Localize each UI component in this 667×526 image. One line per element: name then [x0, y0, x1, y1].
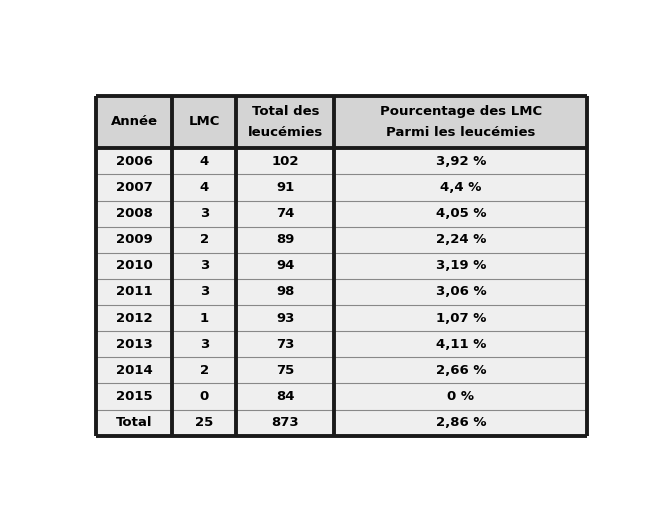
Text: 25: 25	[195, 416, 213, 429]
Bar	[172, 96, 236, 148]
Bar	[236, 253, 334, 279]
Bar	[236, 227, 334, 253]
Text: 4: 4	[199, 155, 209, 168]
Bar	[172, 410, 236, 436]
Text: 75: 75	[276, 364, 295, 377]
Text: Total des: Total des	[251, 105, 319, 118]
Bar	[334, 200, 588, 227]
Text: 2,66 %: 2,66 %	[436, 364, 486, 377]
Text: 2008: 2008	[116, 207, 153, 220]
Text: 1,07 %: 1,07 %	[436, 311, 486, 325]
Bar	[96, 148, 172, 175]
Text: 2007: 2007	[116, 181, 153, 194]
Text: 0 %: 0 %	[448, 390, 474, 403]
Text: 84: 84	[276, 390, 295, 403]
Text: 2014: 2014	[116, 364, 153, 377]
Text: 91: 91	[276, 181, 295, 194]
Bar	[172, 305, 236, 331]
Text: 1: 1	[200, 311, 209, 325]
Bar	[172, 175, 236, 200]
Bar	[96, 175, 172, 200]
Bar	[236, 200, 334, 227]
Text: 3: 3	[199, 338, 209, 351]
Bar	[96, 253, 172, 279]
Text: Année: Année	[111, 115, 158, 128]
Bar	[334, 253, 588, 279]
Text: 2010: 2010	[116, 259, 153, 272]
Bar	[334, 331, 588, 357]
Bar	[96, 200, 172, 227]
Bar	[236, 383, 334, 410]
Bar	[96, 227, 172, 253]
Bar	[334, 383, 588, 410]
Text: 3,06 %: 3,06 %	[436, 286, 486, 298]
Bar	[334, 227, 588, 253]
Bar	[172, 253, 236, 279]
Text: leucémies: leucémies	[247, 126, 323, 138]
Text: 4,11 %: 4,11 %	[436, 338, 486, 351]
Bar	[236, 331, 334, 357]
Text: 3,92 %: 3,92 %	[436, 155, 486, 168]
Text: 2,86 %: 2,86 %	[436, 416, 486, 429]
Bar	[236, 148, 334, 175]
Text: 73: 73	[276, 338, 295, 351]
Text: 89: 89	[276, 233, 295, 246]
Text: 2006: 2006	[116, 155, 153, 168]
Bar	[334, 410, 588, 436]
Bar	[172, 200, 236, 227]
Text: 102: 102	[271, 155, 299, 168]
Bar	[334, 96, 588, 148]
Text: 2013: 2013	[116, 338, 153, 351]
Bar	[172, 331, 236, 357]
Text: 2: 2	[200, 364, 209, 377]
Bar	[236, 410, 334, 436]
Text: 2009: 2009	[116, 233, 153, 246]
Text: 3: 3	[199, 286, 209, 298]
Bar	[236, 175, 334, 200]
Bar	[96, 279, 172, 305]
Text: Parmi les leucémies: Parmi les leucémies	[386, 126, 536, 138]
Text: 2,24 %: 2,24 %	[436, 233, 486, 246]
Bar	[236, 357, 334, 383]
Text: 3: 3	[199, 207, 209, 220]
Bar	[96, 331, 172, 357]
Text: 4,05 %: 4,05 %	[436, 207, 486, 220]
Text: Pourcentage des LMC: Pourcentage des LMC	[380, 105, 542, 118]
Bar	[172, 148, 236, 175]
Bar	[236, 279, 334, 305]
Bar	[334, 175, 588, 200]
Bar	[96, 305, 172, 331]
Text: 3,19 %: 3,19 %	[436, 259, 486, 272]
Text: 4,4 %: 4,4 %	[440, 181, 482, 194]
Text: 98: 98	[276, 286, 295, 298]
Bar	[334, 305, 588, 331]
Text: 2015: 2015	[116, 390, 153, 403]
Text: 2: 2	[200, 233, 209, 246]
Text: 3: 3	[199, 259, 209, 272]
Bar	[236, 305, 334, 331]
Bar	[96, 96, 172, 148]
Bar	[334, 148, 588, 175]
Text: 93: 93	[276, 311, 295, 325]
Bar	[334, 357, 588, 383]
Text: 2011: 2011	[116, 286, 153, 298]
Text: 2012: 2012	[116, 311, 153, 325]
Bar	[172, 383, 236, 410]
Bar	[236, 96, 334, 148]
Text: 0: 0	[199, 390, 209, 403]
Bar	[96, 357, 172, 383]
Text: 74: 74	[276, 207, 295, 220]
Bar	[334, 279, 588, 305]
Bar	[96, 410, 172, 436]
Bar	[172, 357, 236, 383]
Text: 4: 4	[199, 181, 209, 194]
Text: Total: Total	[116, 416, 153, 429]
Text: 94: 94	[276, 259, 295, 272]
Text: LMC: LMC	[189, 115, 220, 128]
Text: 873: 873	[271, 416, 299, 429]
Bar	[96, 383, 172, 410]
Bar	[172, 279, 236, 305]
Bar	[172, 227, 236, 253]
